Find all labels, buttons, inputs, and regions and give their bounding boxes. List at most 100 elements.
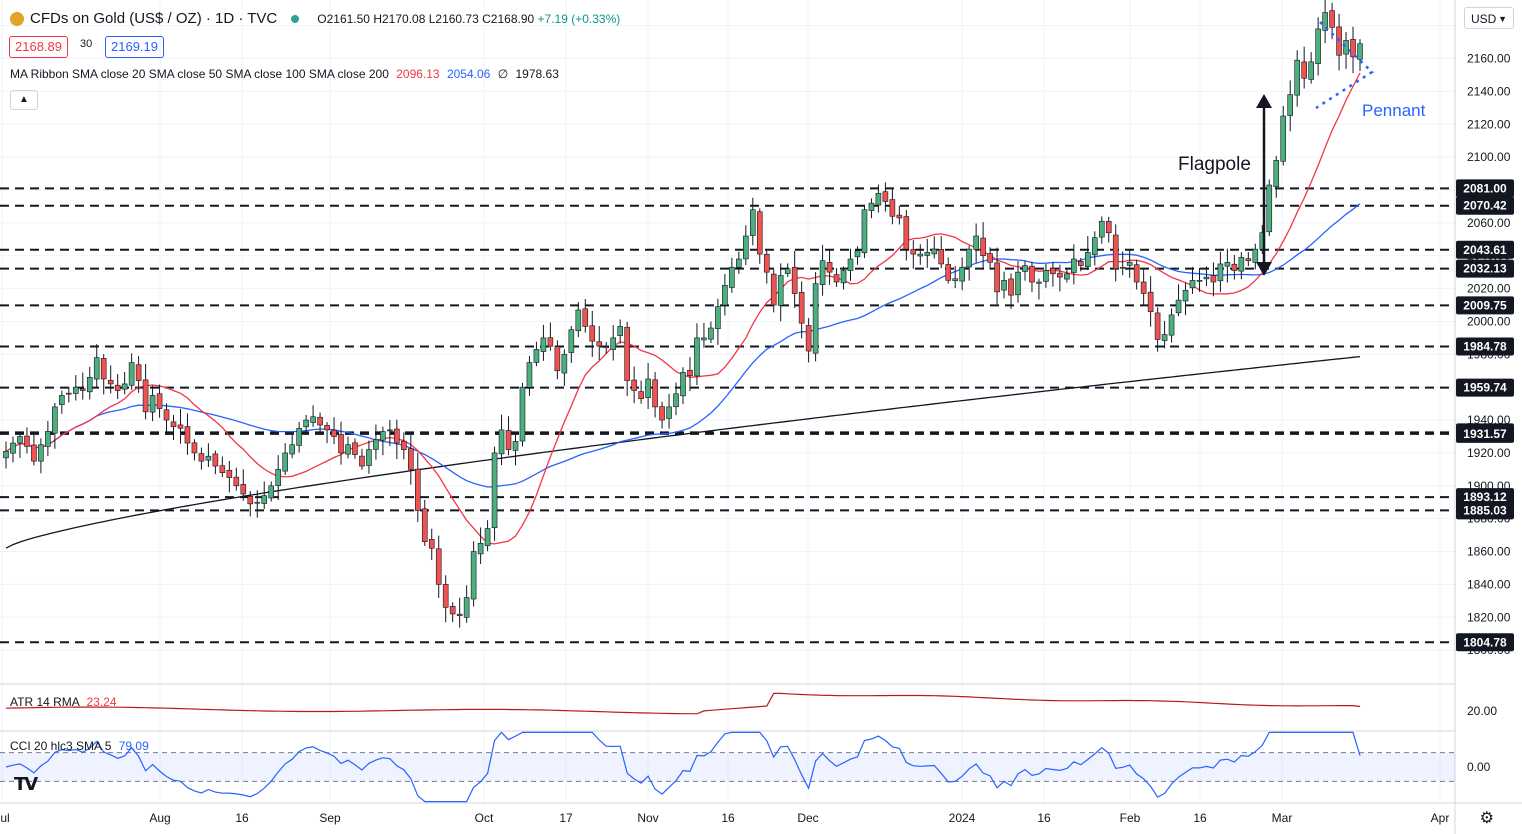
candle-body	[1085, 252, 1091, 267]
candle-body	[603, 346, 610, 349]
candle-body	[1238, 257, 1245, 272]
candle-body	[770, 273, 777, 306]
candle-body	[924, 252, 931, 256]
buy-price-button[interactable]: 2169.19	[105, 36, 164, 58]
x-tick-label: Apr	[1431, 811, 1450, 825]
sma50-line	[5, 203, 1361, 488]
atr-legend[interactable]: ATR 14 RMA 23.24	[10, 695, 117, 709]
candle-body	[1071, 258, 1077, 273]
level-label-bg	[1456, 378, 1514, 397]
x-tick-label: Dec	[797, 811, 818, 825]
candle-body	[59, 395, 65, 405]
level-label: 2081.00	[1463, 181, 1507, 195]
candle-body	[477, 543, 484, 555]
ohlc-change: +7.19 (+0.33%)	[537, 11, 621, 26]
candle-body	[366, 449, 372, 466]
candle-body	[617, 326, 623, 336]
x-tick-label: 16	[1193, 811, 1207, 825]
candle-body	[1154, 312, 1161, 340]
candle-body	[1008, 278, 1014, 296]
collapse-legend-button[interactable]: ▲	[10, 90, 38, 110]
candle-body	[79, 388, 86, 391]
candle-body	[289, 444, 295, 455]
candle-body	[240, 484, 247, 495]
candle-body	[1091, 237, 1098, 256]
cci-tick-label: 0.00	[1467, 760, 1491, 774]
candle-body	[582, 308, 589, 327]
candle-body	[1126, 261, 1133, 266]
candle-body	[596, 341, 603, 347]
candle-body	[854, 250, 861, 258]
level-label: 1893.12	[1463, 490, 1507, 504]
candle-body	[819, 260, 826, 285]
candle-body	[121, 383, 128, 390]
candle-body	[687, 370, 693, 376]
candle-body	[1036, 281, 1042, 284]
candle-body	[52, 406, 58, 434]
candle-body	[701, 337, 707, 341]
candle-body	[254, 501, 261, 504]
candle-body	[1064, 273, 1070, 280]
x-tick-label: 16	[721, 811, 735, 825]
candle-body	[1210, 275, 1217, 283]
candle-body	[743, 235, 749, 260]
pennant-outline	[1315, 21, 1375, 110]
candle-body	[708, 327, 714, 340]
candle-body	[1294, 59, 1300, 96]
candle-body	[45, 431, 51, 447]
candle-body	[833, 274, 840, 283]
candle-body	[1133, 264, 1140, 283]
x-tick-label: Aug	[149, 811, 170, 825]
candle-body	[638, 391, 644, 399]
candle-body	[645, 378, 651, 398]
level-label: 1959.74	[1463, 381, 1507, 395]
symbol-header: CFDs on Gold (US$ / OZ) · 1D · TVC O2161…	[10, 10, 620, 27]
sell-price-button[interactable]: 2168.89	[9, 36, 68, 58]
level-label-bg	[1456, 337, 1514, 356]
candle-body	[547, 337, 554, 347]
candle-body	[659, 406, 665, 421]
currency-selector[interactable]: USD ▼	[1464, 7, 1514, 29]
candle-body	[812, 283, 819, 354]
spread-value: 30	[80, 38, 93, 50]
ma-ribbon-label: MA Ribbon SMA close 20 SMA close 50 SMA …	[10, 67, 389, 81]
candle-body	[156, 393, 163, 409]
ohlc-low: L2160.73	[428, 11, 479, 26]
candle-body	[1050, 268, 1056, 275]
candle-body	[219, 465, 226, 473]
ohlc-open: O2161.50	[317, 11, 370, 26]
candles	[3, 0, 1363, 628]
ma-ribbon-legend[interactable]: MA Ribbon SMA close 20 SMA close 50 SMA …	[10, 67, 559, 81]
currency-label: USD	[1471, 12, 1497, 26]
x-tick-label: Oct	[475, 811, 494, 825]
candle-body	[1161, 334, 1168, 341]
level-label: 2032.13	[1463, 262, 1507, 276]
symbol-title[interactable]: CFDs on Gold (US$ / OZ) · 1D · TVC	[30, 10, 278, 27]
level-label-bg	[1456, 424, 1514, 443]
candle-body	[387, 429, 393, 432]
candle-body	[428, 539, 435, 549]
candle-body	[784, 268, 791, 274]
candle-body	[331, 429, 337, 437]
pennant-label: Pennant	[1362, 101, 1426, 120]
candle-body	[1119, 266, 1126, 269]
y-tick-label: 2020.00	[1467, 282, 1511, 296]
candle-body	[1029, 265, 1035, 283]
candle-body	[1343, 40, 1349, 55]
candle-body	[408, 448, 414, 470]
candle-body	[380, 431, 386, 441]
ohlc-close: C2168.90	[482, 11, 535, 26]
candle-body	[715, 306, 721, 330]
candle-body	[868, 202, 875, 211]
candle-body	[1357, 43, 1363, 60]
candle-body	[401, 440, 407, 450]
atr-label: ATR 14 RMA	[10, 695, 80, 709]
level-label: 2043.61	[1463, 243, 1507, 257]
cci-legend[interactable]: CCI 20 hlc3 SMA 5 79.09	[10, 739, 149, 753]
candle-body	[910, 249, 917, 255]
candle-body	[805, 325, 812, 352]
candle-body	[17, 436, 23, 444]
gear-icon[interactable]: ⚙	[1479, 810, 1494, 827]
candle-body	[777, 275, 784, 306]
